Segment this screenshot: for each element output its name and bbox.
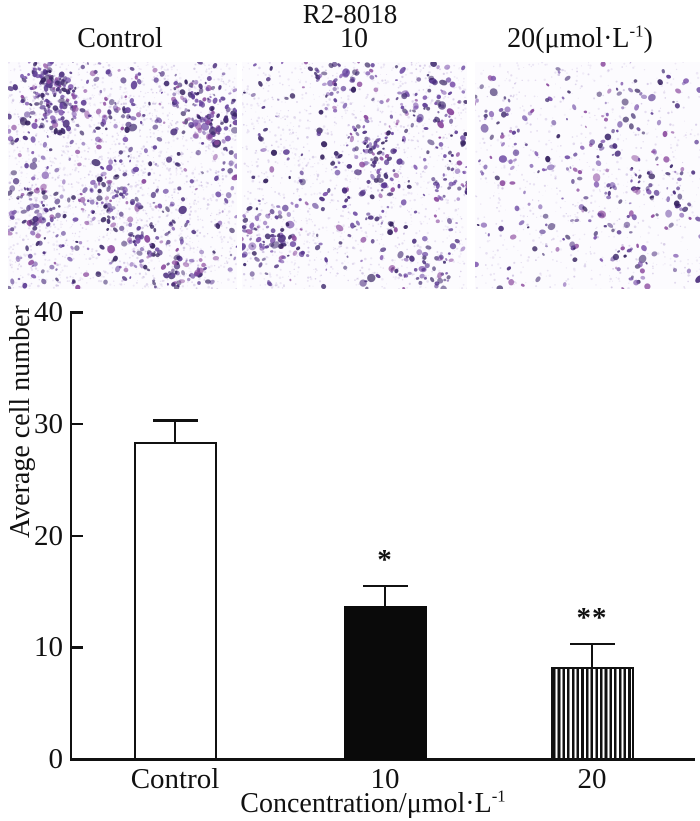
x-tick-label: 20 — [577, 763, 607, 795]
error-bar-stem — [590, 642, 594, 668]
error-bar-cap — [569, 642, 615, 646]
bar-10 — [343, 606, 427, 761]
y-tick-label: 0 — [48, 743, 64, 775]
y-tick-label: 40 — [34, 296, 63, 328]
y-tick — [72, 422, 84, 426]
y-tick — [72, 311, 84, 314]
compound-title: R2-8018 — [302, 0, 398, 29]
y-tick — [72, 646, 84, 649]
micrograph-control — [8, 62, 237, 289]
x-tick-label: Control — [130, 763, 220, 795]
micrograph-label-20: 20(μmol·L-1) — [507, 21, 653, 54]
micrograph-label-10: 10 — [340, 23, 368, 54]
micrograph-20umol — [475, 62, 700, 289]
micrograph-label-control: Control — [77, 23, 163, 54]
micrograph-10umol — [242, 62, 467, 289]
error-bar-cap — [362, 584, 408, 588]
y-axis-line — [69, 311, 73, 761]
significance-marker: * — [377, 543, 393, 576]
y-tick-label: 10 — [34, 631, 63, 664]
significance-marker: ** — [576, 601, 608, 634]
y-tick-label: 30 — [34, 407, 63, 440]
error-bar-stem — [173, 419, 177, 442]
y-tick — [72, 534, 84, 537]
error-bar-cap — [152, 419, 198, 422]
bar-control — [133, 441, 217, 761]
error-bar-stem — [383, 584, 387, 606]
y-tick-label: 20 — [34, 519, 63, 552]
bar-20 — [550, 667, 634, 761]
x-tick-label: 10 — [370, 763, 400, 795]
x-axis-title: Concentration/μmol·L-1 — [240, 786, 506, 819]
